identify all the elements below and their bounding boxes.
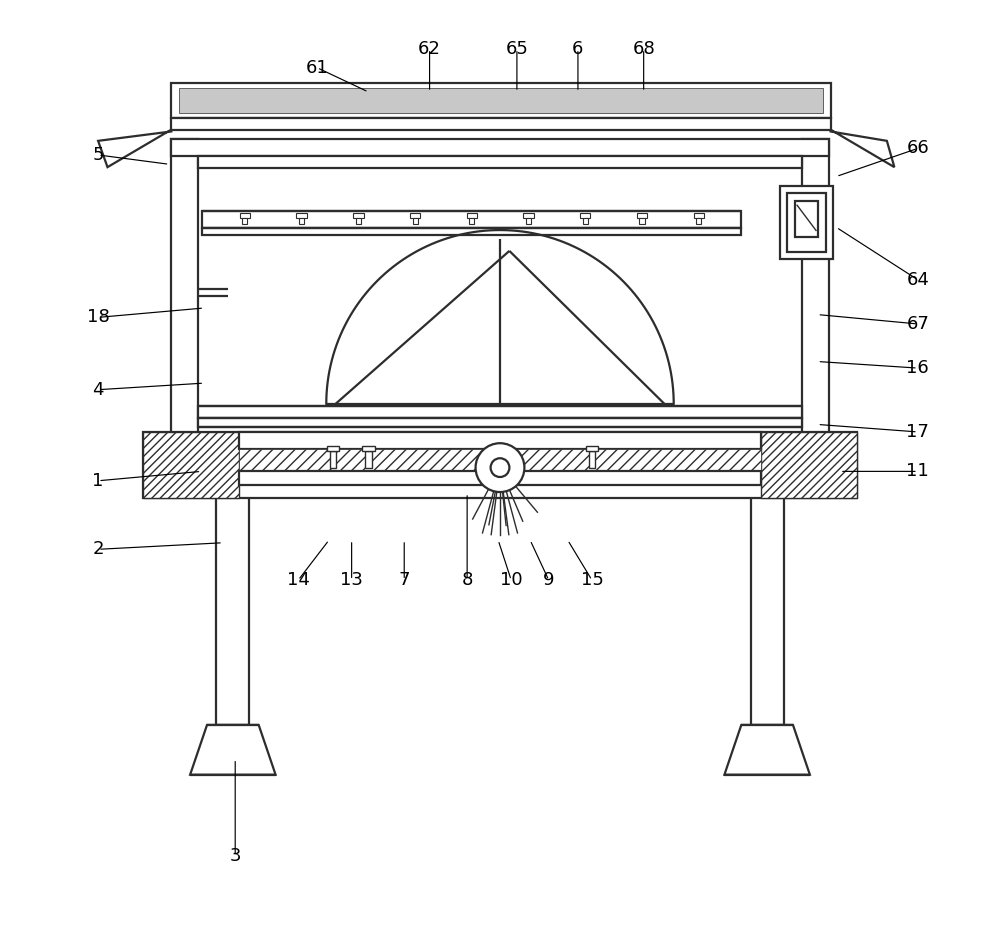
Text: 5: 5 (92, 146, 104, 164)
Text: 6: 6 (572, 39, 584, 58)
Bar (239, 449, 761, 471)
Bar (639, 218, 645, 224)
Text: 16: 16 (906, 359, 929, 377)
Text: 8: 8 (461, 571, 473, 590)
Text: 15: 15 (581, 571, 603, 590)
Bar (327, 446, 339, 451)
Polygon shape (190, 725, 276, 775)
Bar (761, 432, 857, 498)
Text: 67: 67 (906, 315, 929, 333)
Text: 68: 68 (632, 39, 655, 58)
Text: 14: 14 (287, 571, 310, 590)
Bar (299, 218, 304, 224)
Bar (202, 228, 741, 235)
Text: 66: 66 (906, 139, 929, 158)
Bar (353, 213, 364, 218)
Bar (580, 213, 590, 218)
Bar (198, 406, 802, 418)
Bar (523, 213, 534, 218)
Bar (356, 218, 361, 224)
Polygon shape (326, 230, 674, 404)
Bar (143, 432, 857, 498)
Text: 7: 7 (398, 571, 410, 590)
Bar (198, 418, 802, 427)
Polygon shape (724, 725, 810, 775)
Bar (362, 446, 375, 451)
Polygon shape (98, 130, 171, 167)
Bar (413, 218, 418, 224)
Bar (239, 432, 761, 449)
Polygon shape (831, 130, 894, 167)
Bar (179, 88, 823, 113)
Text: 65: 65 (505, 39, 528, 58)
Text: 18: 18 (87, 308, 109, 327)
Bar (751, 493, 784, 725)
Bar (795, 201, 818, 237)
Text: 1: 1 (92, 471, 104, 490)
Bar (365, 451, 372, 468)
Bar (637, 213, 647, 218)
Bar (787, 193, 826, 252)
Bar (171, 118, 831, 130)
Text: 9: 9 (543, 571, 555, 590)
Bar (198, 156, 802, 168)
Bar (143, 432, 239, 498)
Bar (586, 446, 598, 451)
Bar (410, 213, 420, 218)
Bar (696, 218, 701, 224)
Bar (694, 213, 704, 218)
Text: 17: 17 (906, 423, 929, 441)
Bar (589, 451, 595, 468)
Bar (202, 211, 741, 228)
Text: 2: 2 (92, 540, 104, 559)
Circle shape (491, 458, 509, 477)
Bar (240, 213, 250, 218)
Circle shape (476, 443, 524, 492)
Text: 61: 61 (306, 58, 328, 77)
Bar (802, 139, 829, 465)
Text: 62: 62 (418, 39, 441, 58)
Text: 64: 64 (906, 270, 929, 289)
Text: 13: 13 (340, 571, 363, 590)
Bar (171, 83, 831, 118)
Bar (583, 218, 588, 224)
Bar (216, 493, 249, 725)
Text: 10: 10 (500, 571, 523, 590)
Bar (242, 218, 247, 224)
Bar (171, 139, 829, 156)
Bar (171, 139, 198, 465)
Text: 3: 3 (229, 847, 241, 866)
Text: 4: 4 (92, 380, 104, 399)
Bar (296, 213, 307, 218)
Bar (239, 471, 761, 485)
Bar (526, 218, 531, 224)
Bar (780, 186, 833, 259)
Bar (469, 218, 474, 224)
Text: 11: 11 (906, 462, 929, 481)
Bar (330, 451, 336, 468)
Bar (467, 213, 477, 218)
